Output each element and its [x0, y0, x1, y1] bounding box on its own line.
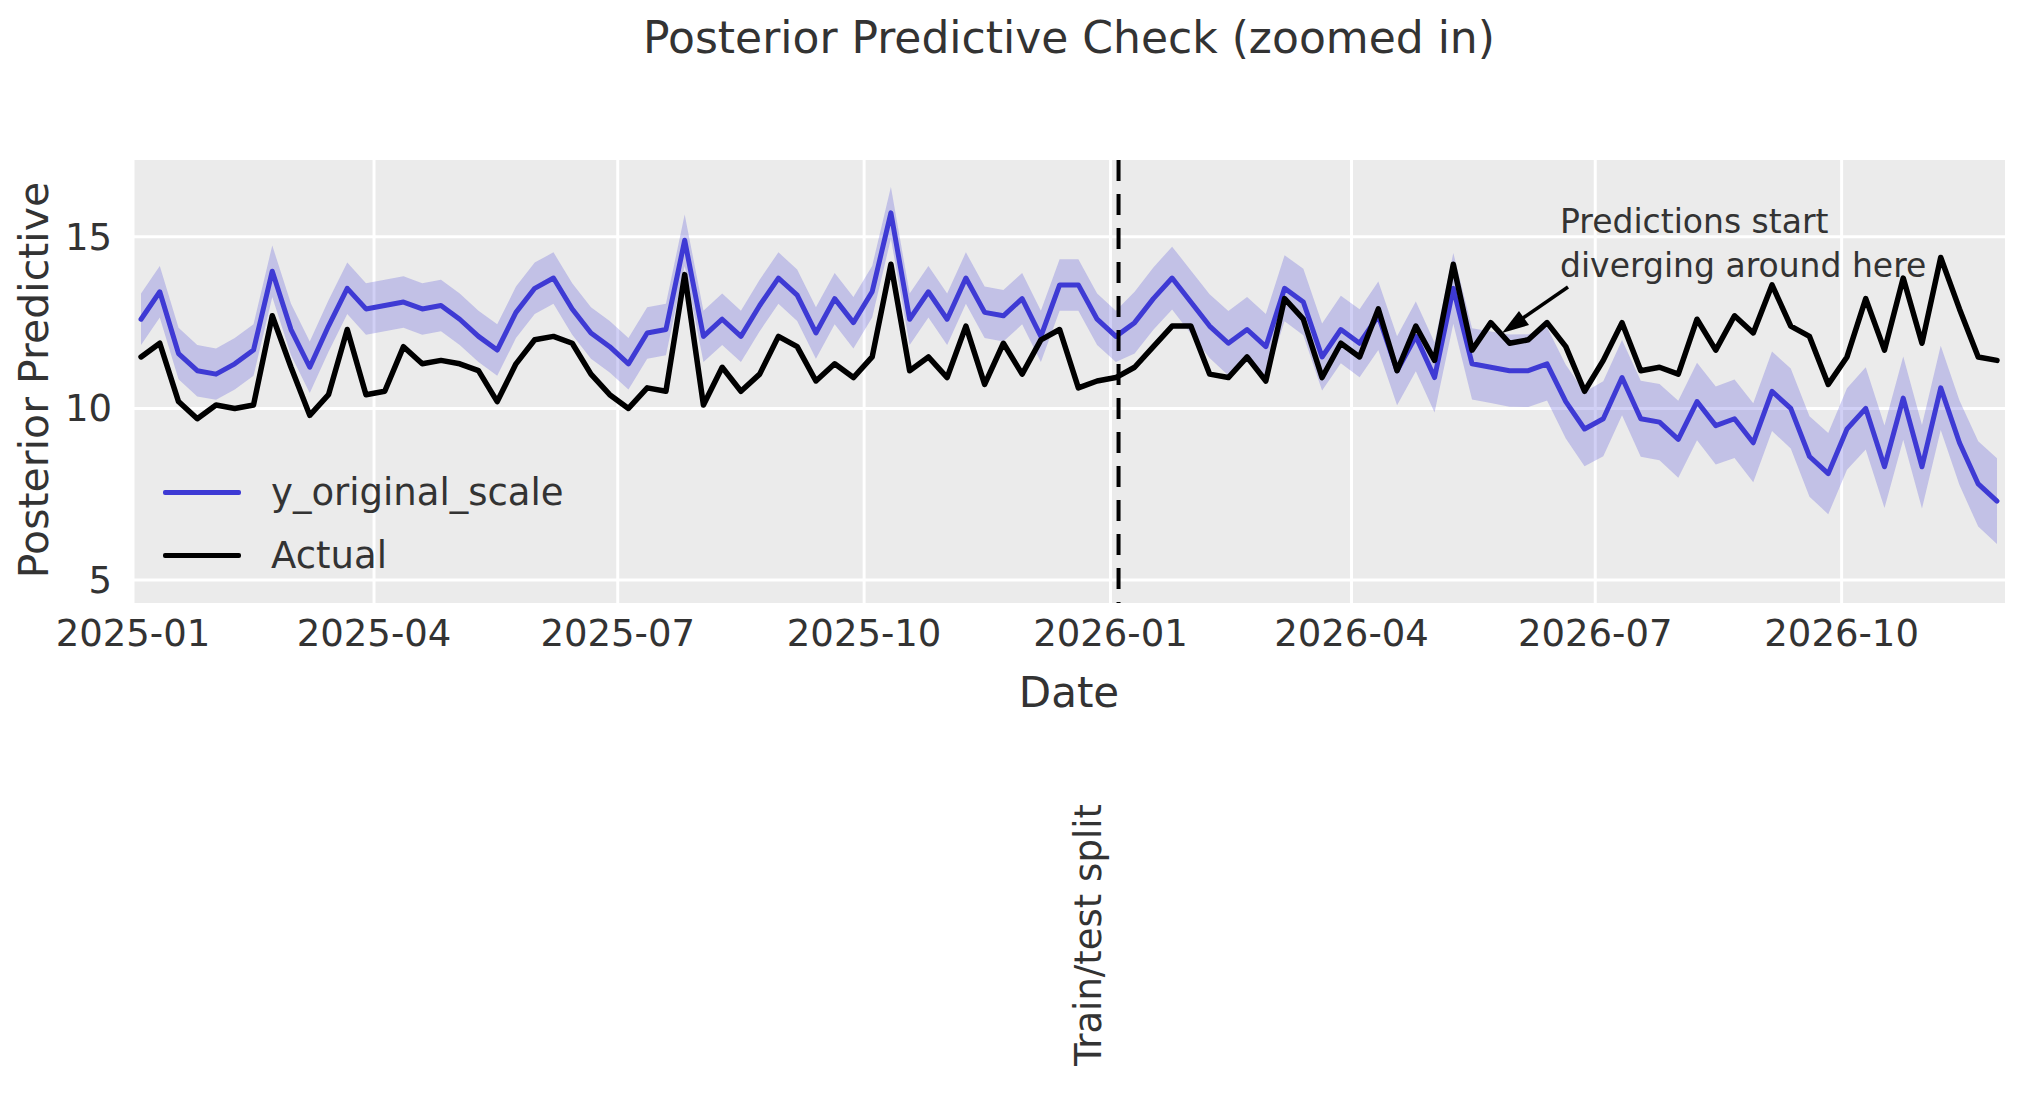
y-tick-label: 10	[65, 387, 112, 430]
x-tick-label: 2026-07	[1518, 612, 1673, 655]
x-tick-label: 2025-10	[787, 612, 942, 655]
legend-label-predicted: y_original_scale	[271, 471, 564, 514]
x-axis-label: Date	[133, 668, 2005, 717]
annotation-text: Predictions start diverging around here	[1560, 200, 1926, 288]
legend-item-predicted: y_original_scale	[163, 468, 564, 516]
y-axis-label: Posterior Predictive	[10, 182, 58, 578]
legend-item-actual: Actual	[163, 531, 564, 579]
legend-label-actual: Actual	[271, 534, 387, 577]
legend-swatch-actual	[163, 553, 241, 558]
x-tick-label: 2026-10	[1764, 612, 1919, 655]
x-tick-label: 2026-01	[1033, 612, 1188, 655]
y-tick-label: 5	[88, 559, 112, 602]
chart-title: Posterior Predictive Check (zoomed in)	[133, 12, 2005, 63]
legend-swatch-predicted	[163, 490, 241, 495]
legend: y_original_scale Actual	[163, 468, 564, 594]
x-tick-label: 2025-04	[297, 612, 452, 655]
y-tick-label: 15	[65, 216, 112, 259]
figure-root: 2025-01 2025-04 2025-07 2025-10 2026-01 2026-…	[0, 0, 2023, 1111]
train-test-split-label: Train/test split	[1067, 804, 1110, 1066]
x-tick-label: 2025-07	[540, 612, 695, 655]
x-tick-label: 2026-04	[1274, 612, 1429, 655]
annotation-line-2: diverging around here	[1560, 244, 1926, 288]
annotation-line-1: Predictions start	[1560, 200, 1926, 244]
x-tick-label: 2025-01	[56, 612, 211, 655]
